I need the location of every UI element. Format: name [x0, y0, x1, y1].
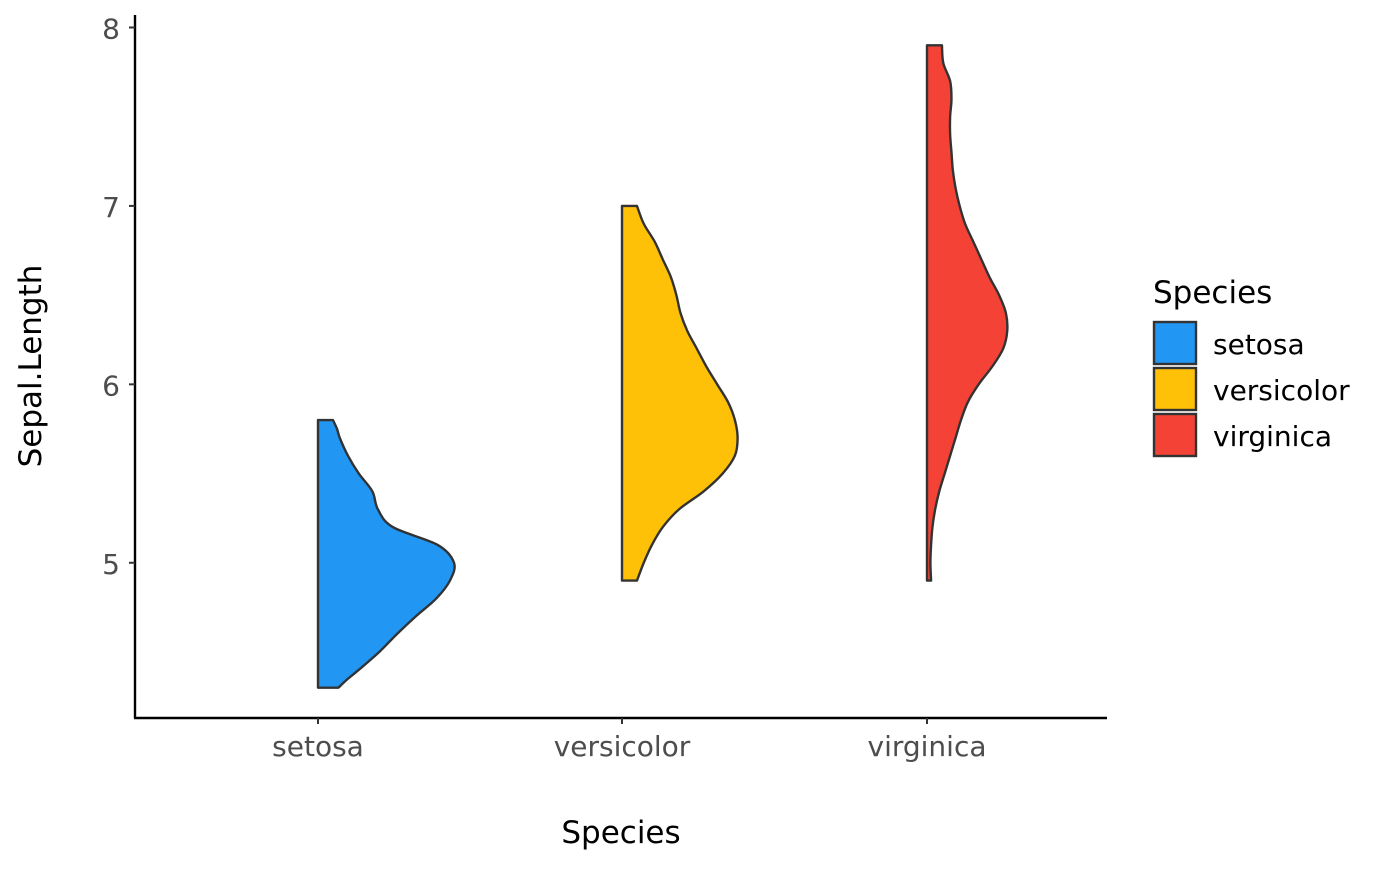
legend-label-setosa: setosa [1213, 328, 1305, 361]
violin-versicolor [620, 204, 739, 582]
x-tick-label: virginica [868, 730, 987, 763]
legend: Species setosa versicolor virginica [1152, 275, 1350, 458]
legend-title: Species [1153, 275, 1272, 311]
y-tick-label: 5 [102, 548, 120, 581]
x-axis-title: Species [561, 815, 680, 851]
legend-swatch-setosa [1152, 320, 1198, 366]
violin-layer [316, 44, 1009, 689]
y-ticks: 5 6 7 8 [102, 12, 135, 581]
legend-items: setosa versicolor virginica [1152, 320, 1350, 458]
legend-label-versicolor: versicolor [1213, 374, 1350, 407]
y-axis-title: Sepal.Length [13, 265, 49, 468]
legend-swatch-versicolor [1152, 366, 1198, 412]
y-tick-label: 6 [102, 369, 120, 402]
violin-setosa [316, 418, 456, 689]
legend-swatch-virginica [1152, 412, 1198, 458]
x-tick-label: setosa [272, 730, 364, 763]
x-ticks: setosa versicolor virginica [272, 718, 987, 763]
legend-label-virginica: virginica [1213, 420, 1332, 453]
x-tick-label: versicolor [554, 730, 691, 763]
violin-virginica [925, 44, 1009, 582]
y-tick-label: 8 [102, 12, 120, 45]
y-tick-label: 7 [102, 191, 120, 224]
axes-layer: 5 6 7 8 setosa versicolor virginica Species S… [13, 12, 1107, 851]
